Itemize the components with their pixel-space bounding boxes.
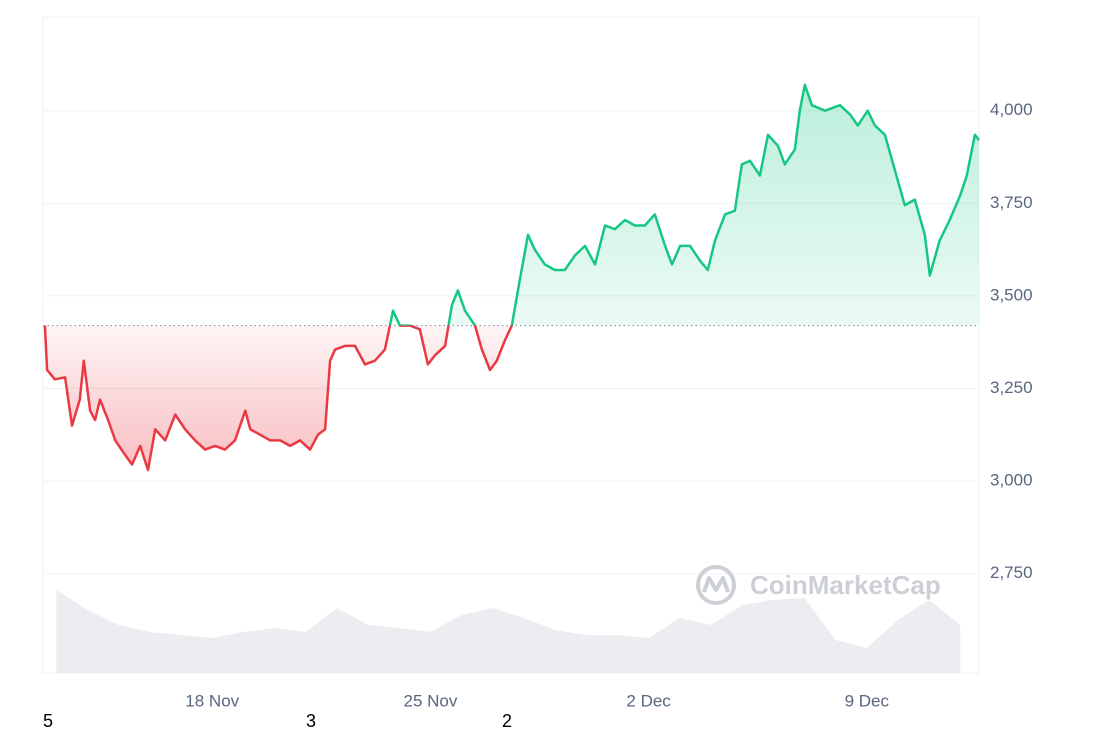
y-tick-label: 3,000 — [990, 471, 1033, 490]
x-tick-label: 18 Nov — [185, 691, 239, 710]
footer-label: 2 — [502, 711, 512, 731]
y-tick-label: 2,750 — [990, 563, 1033, 582]
volume-area — [56, 590, 961, 673]
price-line — [43, 83, 981, 472]
watermark: CoinMarketCap — [696, 565, 941, 605]
footer-label: 5 — [43, 711, 53, 731]
x-tick-label: 9 Dec — [845, 691, 890, 710]
y-tick-label: 3,500 — [990, 285, 1033, 304]
watermark-text: CoinMarketCap — [750, 570, 941, 600]
y-tick-label: 3,750 — [990, 193, 1033, 212]
area-down — [44, 325, 512, 470]
y-tick-label: 3,250 — [990, 378, 1033, 397]
y-tick-label: 4,000 — [990, 100, 1033, 119]
footer-label: 3 — [306, 711, 316, 731]
area-up — [44, 84, 979, 326]
x-tick-label: 25 Nov — [403, 691, 457, 710]
x-tick-label: 2 Dec — [626, 691, 671, 710]
price-area — [44, 84, 979, 470]
